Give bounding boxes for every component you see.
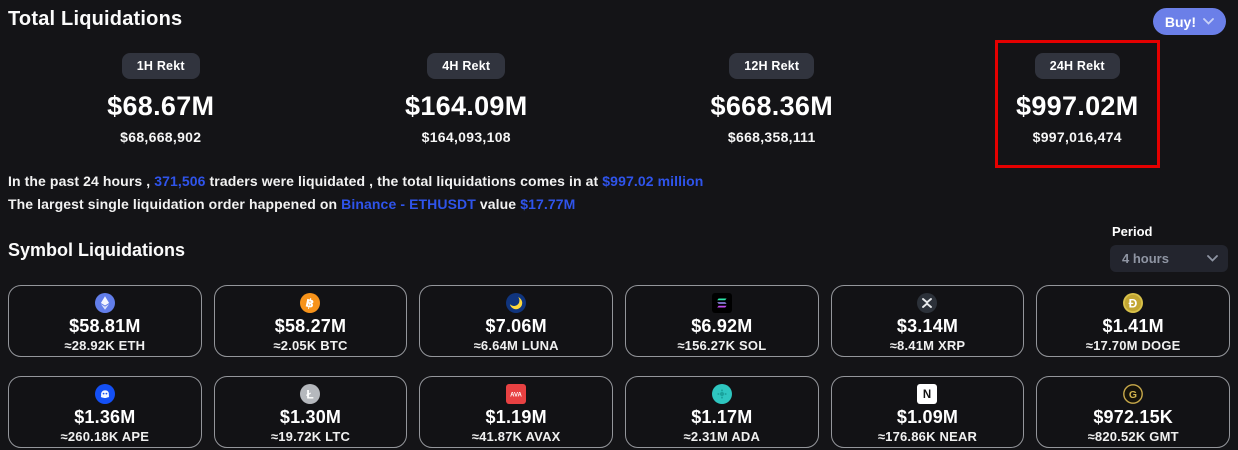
symbol-card-near[interactable]: N $1.09M ≈176.86K NEAR xyxy=(830,376,1025,449)
buy-button[interactable]: Buy! xyxy=(1152,8,1226,35)
card-amount: ≈19.72K LTC xyxy=(270,429,351,445)
card-value: $1.09M xyxy=(896,407,959,428)
ada-icon xyxy=(711,384,732,405)
summary-text: The largest single liquidation order hap… xyxy=(8,196,338,213)
card-value: $7.06M xyxy=(485,316,547,337)
card-amount: ≈17.70M DOGE xyxy=(1085,338,1181,354)
card-value: $58.27M xyxy=(274,316,347,337)
liquidation-summary: In the past 24 hours , 371,506 traders w… xyxy=(8,170,1230,216)
ltc-icon: Ł xyxy=(300,384,321,405)
symbol-card-luna[interactable]: $7.06M ≈6.64M LUNA xyxy=(419,285,613,358)
largest-order-market-link[interactable]: Binance - ETHUSDT xyxy=(341,196,476,213)
symbol-card-doge[interactable]: Đ $1.41M ≈17.70M DOGE xyxy=(1036,285,1230,358)
card-amount: ≈820.52K GMT xyxy=(1087,429,1179,445)
doge-icon: Đ xyxy=(1123,293,1144,314)
rekt-exact-12h: $668,358,111 xyxy=(727,129,816,145)
symbol-card-btc[interactable]: ฿ $58.27M ≈2.05K BTC xyxy=(213,285,408,358)
rekt-exact-4h: $164,093,108 xyxy=(421,129,511,145)
symbol-section-title: Symbol Liquidations xyxy=(8,240,186,261)
page-title: Total Liquidations xyxy=(8,8,183,30)
symbol-section-header: Symbol Liquidations Period 4 hours xyxy=(8,224,1230,273)
rekt-value-4h: $164.09M xyxy=(405,91,528,121)
near-icon: N xyxy=(917,384,938,405)
summary-line-2: The largest single liquidation order hap… xyxy=(8,193,1230,216)
symbol-card-sol[interactable]: $6.92M ≈156.27K SOL xyxy=(625,285,819,358)
card-value: $1.41M xyxy=(1102,316,1164,337)
svg-text:AVA: AVA xyxy=(510,393,522,399)
luna-icon xyxy=(506,293,527,314)
card-value: $3.14M xyxy=(896,316,959,337)
rekt-exact-24h: $997,016,474 xyxy=(1032,129,1122,145)
rekt-badge-4h: 4H Rekt xyxy=(427,53,506,79)
buy-button-label: Buy! xyxy=(1164,13,1196,30)
xrp-icon xyxy=(917,293,938,314)
symbol-liquidations-grid: $58.81M ≈28.92K ETH ฿ $58.27M ≈2.05K BTC… xyxy=(8,285,1230,449)
rekt-card-4h: 4H Rekt $164.09M $164,093,108 xyxy=(314,40,620,168)
rekt-badge-24h: 24H Rekt xyxy=(1034,53,1120,79)
summary-line-1: In the past 24 hours , 371,506 traders w… xyxy=(8,170,1230,193)
sol-icon xyxy=(711,293,732,314)
svg-text:Đ: Đ xyxy=(1129,296,1138,310)
card-amount: ≈41.87K AVAX xyxy=(471,429,561,445)
svg-text:Ł: Ł xyxy=(307,387,314,401)
card-value: $972.15K xyxy=(1093,407,1173,428)
symbol-card-avax[interactable]: AVA $1.19M ≈41.87K AVAX xyxy=(419,376,613,449)
rekt-card-12h: 12H Rekt $668.36M $668,358,111 xyxy=(619,40,925,168)
card-amount: ≈156.27K SOL xyxy=(677,338,767,354)
rekt-value-1h: $68.67M xyxy=(107,91,215,121)
highlight-box: 24H Rekt $997.02M $997,016,474 xyxy=(995,40,1160,168)
largest-order-value: $17.77M xyxy=(520,196,576,213)
gmt-icon: G xyxy=(1123,384,1144,405)
rekt-card-1h: 1H Rekt $68.67M $68,668,902 xyxy=(8,40,314,168)
summary-text: traders were liquidated , the total liqu… xyxy=(209,173,599,189)
total-liquidations-value: $997.02 million xyxy=(602,173,704,189)
rekt-badge-1h: 1H Rekt xyxy=(121,53,200,79)
ape-icon xyxy=(94,384,115,405)
eth-icon xyxy=(94,293,115,314)
card-value: $58.81M xyxy=(69,316,141,337)
btc-icon: ฿ xyxy=(300,293,321,314)
rekt-exact-1h: $68,668,902 xyxy=(120,129,202,145)
avax-icon: AVA xyxy=(506,384,527,405)
card-amount: ≈2.31M ADA xyxy=(683,429,761,445)
rekt-stats-row: 1H Rekt $68.67M $68,668,902 4H Rekt $164… xyxy=(8,40,1230,168)
svg-text:฿: ฿ xyxy=(305,296,316,311)
symbol-card-ape[interactable]: $1.36M ≈260.18K APE xyxy=(8,376,202,449)
card-amount: ≈8.41M XRP xyxy=(889,338,966,354)
card-amount: ≈260.18K APE xyxy=(60,429,150,445)
card-amount: ≈28.92K ETH xyxy=(64,338,146,354)
period-dropdown[interactable]: 4 hours xyxy=(1110,245,1228,273)
svg-text:N: N xyxy=(923,389,931,401)
svg-text:G: G xyxy=(1129,389,1137,401)
card-value: $1.19M xyxy=(485,407,547,428)
card-amount: ≈176.86K NEAR xyxy=(877,429,978,445)
chevron-down-icon xyxy=(1207,255,1218,262)
period-dropdown-value: 4 hours xyxy=(1122,251,1169,267)
period-control: Period 4 hours xyxy=(1110,224,1228,273)
symbol-card-xrp[interactable]: $3.14M ≈8.41M XRP xyxy=(830,285,1025,358)
card-value: $6.92M xyxy=(691,316,753,337)
rekt-badge-12h: 12H Rekt xyxy=(729,53,815,79)
symbol-card-gmt[interactable]: G $972.15K ≈820.52K GMT xyxy=(1036,376,1230,449)
summary-text: value xyxy=(479,196,517,213)
card-value: $1.36M xyxy=(74,407,136,428)
card-value: $1.17M xyxy=(691,407,753,428)
rekt-card-24h: 24H Rekt $997.02M $997,016,474 xyxy=(925,40,1231,168)
period-label: Period xyxy=(1112,224,1153,240)
summary-text: In the past 24 hours , xyxy=(8,173,151,189)
card-amount: ≈6.64M LUNA xyxy=(473,338,559,354)
rekt-value-24h: $997.02M xyxy=(1016,91,1139,121)
card-value: $1.30M xyxy=(279,407,342,428)
chevron-down-icon xyxy=(1203,18,1214,25)
rekt-value-12h: $668.36M xyxy=(710,91,833,121)
symbol-card-eth[interactable]: $58.81M ≈28.92K ETH xyxy=(8,285,202,358)
card-amount: ≈2.05K BTC xyxy=(273,338,348,354)
traders-count: 371,506 xyxy=(154,173,206,189)
symbol-card-ada[interactable]: $1.17M ≈2.31M ADA xyxy=(625,376,819,449)
symbol-card-ltc[interactable]: Ł $1.30M ≈19.72K LTC xyxy=(213,376,408,449)
